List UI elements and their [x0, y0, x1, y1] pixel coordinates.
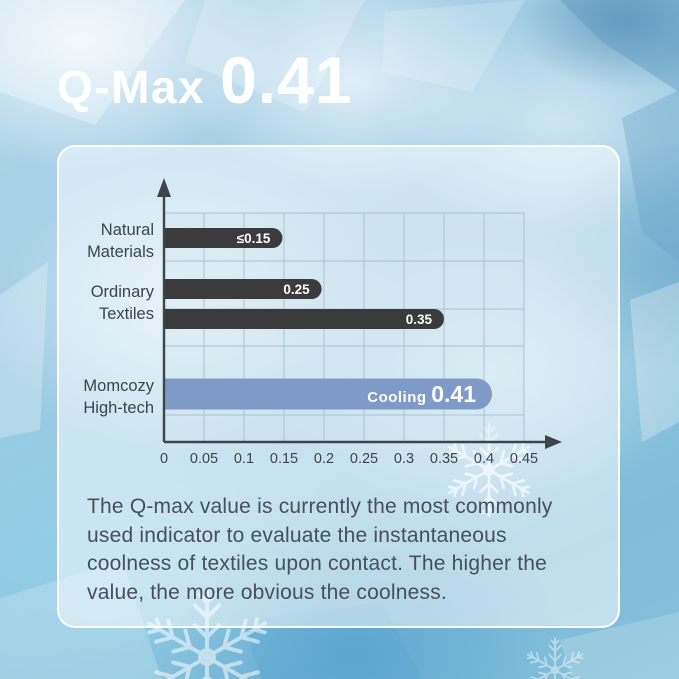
x-tick-label: 0	[160, 451, 168, 467]
x-tick-label: 0.4	[474, 451, 494, 467]
category-labels: Natural Materials Ordinary Textiles Momcozy H…	[83, 221, 154, 417]
y-axis-arrow	[157, 178, 171, 197]
bar	[164, 378, 492, 410]
bar-value-label: ≤0.15	[237, 231, 271, 246]
page-title: Q-Max 0.41	[57, 42, 353, 118]
bar-value-label: 0.35	[406, 312, 433, 327]
category-label: Momcozy High-tech	[83, 377, 154, 417]
bar	[164, 228, 283, 248]
x-tick-label: 0.1	[234, 451, 254, 467]
x-tick-label: 0.05	[190, 451, 218, 467]
category-label: Ordinary Textiles	[91, 283, 155, 323]
x-tick-label: 0.2	[314, 451, 334, 467]
bar-value-label: Cooling 0.41	[367, 381, 476, 407]
description-text: The Q-max value is currently the most co…	[87, 495, 553, 604]
x-tick-labels: 0 0.05 0.1 0.15 0.2 0.25 0.3 0.35 0.4 0.45	[160, 451, 538, 467]
bar-value-label: 0.25	[283, 282, 310, 297]
x-tick-label: 0.35	[430, 451, 458, 467]
chart-card: ≤0.15 0.25 0.35 Cooling 0.41 0 0.05 0.1 0.15 0.2…	[57, 145, 620, 679]
x-axis-arrow	[545, 435, 562, 449]
category-label: Natural Materials	[87, 221, 154, 261]
bar	[164, 279, 322, 299]
bars: ≤0.15 0.25 0.35 Cooling 0.41	[164, 228, 492, 410]
x-tick-label: 0.3	[394, 451, 414, 467]
x-tick-label: 0.45	[510, 451, 538, 467]
bar	[164, 309, 444, 329]
qmax-title-value: 0.41	[220, 43, 353, 117]
x-tick-label: 0.25	[350, 451, 378, 467]
x-tick-label: 0.15	[270, 451, 298, 467]
qmax-title-label: Q-Max	[57, 61, 206, 113]
qmax-bar-chart: ≤0.15 0.25 0.35 Cooling 0.41 0 0.05 0.1 0.15 0.2…	[83, 178, 562, 467]
